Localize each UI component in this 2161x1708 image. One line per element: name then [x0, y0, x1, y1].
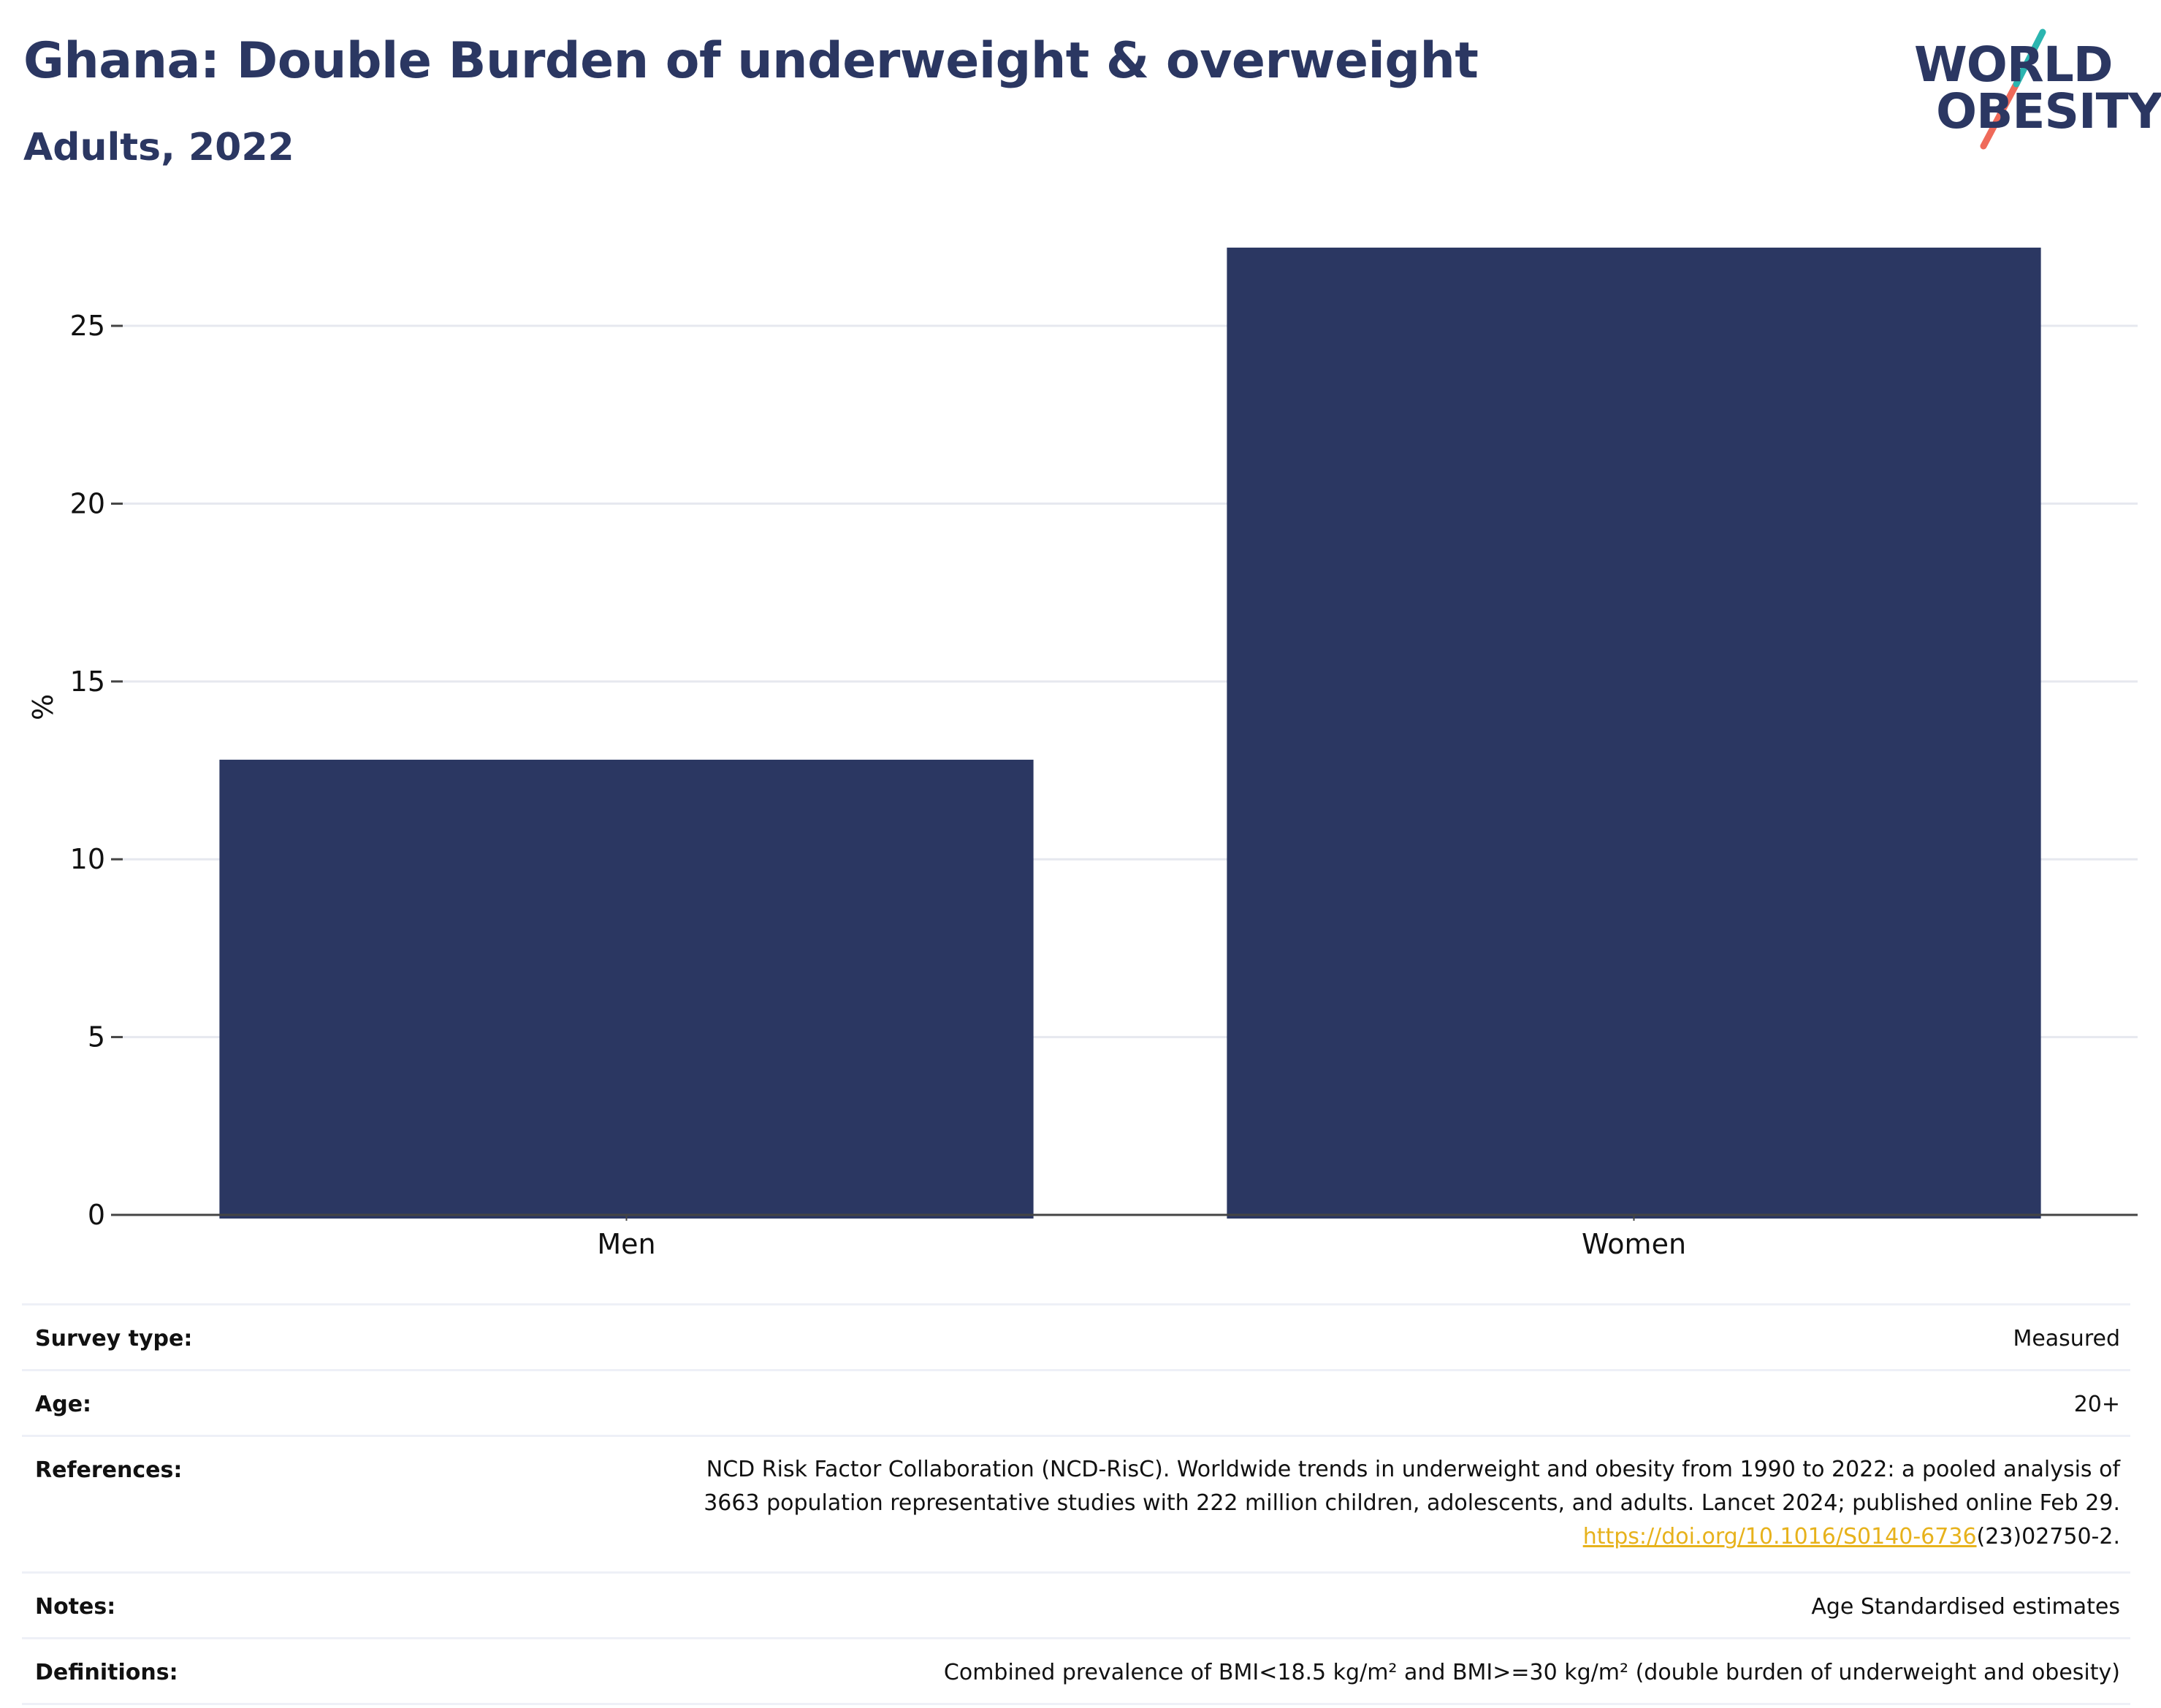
- info-value: Combined prevalence of BMI<18.5 kg/m² an…: [943, 1660, 2120, 1685]
- info-row-notes: Notes: Age Standardised estimates: [22, 1571, 2130, 1637]
- info-row-age: Age: 20+: [22, 1369, 2130, 1435]
- doi-link[interactable]: https://doi.org/10.1016/S0140-6736: [1582, 1524, 1977, 1549]
- info-label: Definitions:: [35, 1660, 178, 1685]
- y-tick-label: 20: [70, 487, 105, 519]
- logo-slash-icon: [1980, 28, 2046, 150]
- bar-chart: 0 5 10 15 20 25 Men Women %: [27, 247, 2138, 1260]
- info-value: NCD Risk Factor Collaboration (NCD-RisC)…: [704, 1453, 2120, 1554]
- info-label: References:: [35, 1457, 183, 1483]
- info-table: Survey type: Measured Age: 20+ Reference…: [22, 1303, 2130, 1705]
- y-tick-labels: 0 5 10 15 20 25: [70, 310, 123, 1231]
- info-row-references: References: NCD Risk Factor Collaboratio…: [22, 1435, 2130, 1571]
- doi-link-tail: (23)02750-2.: [1976, 1524, 2120, 1549]
- y-tick-label: 15: [70, 666, 105, 698]
- bars: [219, 247, 2041, 1219]
- y-axis-label: %: [27, 694, 59, 720]
- world-obesity-logo: WORLD OBESITY: [1899, 22, 2161, 153]
- page-title: Ghana: Double Burden of underweight & ov…: [23, 32, 1479, 90]
- reference-line-3: https://doi.org/10.1016/S0140-6736(23)02…: [704, 1520, 2120, 1554]
- y-tick-label: 25: [70, 310, 105, 342]
- reference-line-2: 3663 population representative studies w…: [704, 1490, 2120, 1516]
- page-subtitle: Adults, 2022: [23, 126, 294, 169]
- info-label: Age:: [35, 1392, 92, 1417]
- bar-men: [219, 759, 1034, 1219]
- y-tick-label: 5: [88, 1021, 105, 1053]
- reference-line-1: NCD Risk Factor Collaboration (NCD-RisC)…: [706, 1457, 2120, 1482]
- x-tick-label: Men: [597, 1228, 655, 1260]
- info-row-definitions: Definitions: Combined prevalence of BMI<…: [22, 1637, 2130, 1705]
- info-label: Survey type:: [35, 1326, 193, 1351]
- y-tick-label: 10: [70, 843, 105, 875]
- info-value: Measured: [2013, 1326, 2120, 1351]
- x-tick-label: Women: [1582, 1228, 1686, 1260]
- info-label: Notes:: [35, 1594, 116, 1620]
- logo-word-obesity: OBESITY: [1936, 83, 2161, 140]
- info-row-survey: Survey type: Measured: [22, 1303, 2130, 1369]
- x-tick-labels: Men Women: [597, 1215, 1686, 1260]
- info-value: 20+: [2073, 1392, 2120, 1417]
- bar-women: [1227, 247, 2041, 1219]
- logo-word-world: WORLD: [1914, 37, 2114, 93]
- info-value: Age Standardised estimates: [1811, 1594, 2120, 1620]
- y-tick-label: 0: [88, 1199, 105, 1231]
